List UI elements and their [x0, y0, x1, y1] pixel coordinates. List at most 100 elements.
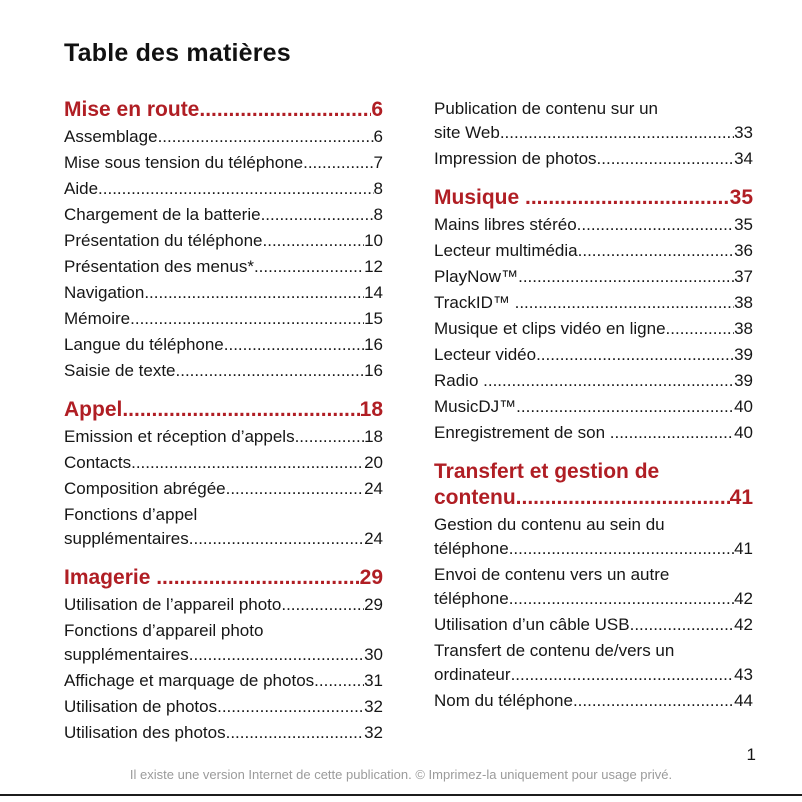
toc-entry-page: 34	[734, 149, 753, 168]
toc-entry-row[interactable]: Radio 39	[434, 369, 753, 393]
toc-entry-row[interactable]: Musique et clips vidéo en ligne 38	[434, 317, 753, 341]
toc-section: Mise en route 6 Assemblage 6 Mise sous tensi…	[64, 97, 383, 383]
toc-entry-page: 36	[734, 241, 753, 260]
toc-entry-row[interactable]: Contacts 20	[64, 451, 383, 475]
toc-entry-pre: Fonctions d’appel	[64, 505, 198, 524]
toc-entry[interactable]: Saisie de texte 16	[64, 359, 383, 383]
toc-section-heading-page: 35	[729, 186, 753, 209]
toc-section-heading-row[interactable]: Imagerie 29	[64, 565, 383, 591]
toc-section-heading-label: Musique	[434, 186, 526, 209]
toc-section: Musique 35 Mains libres stéréo 35 Lecteur m…	[434, 185, 753, 445]
toc-entry-label: supplémentaires	[64, 645, 189, 664]
toc-entry-row[interactable]: téléphone 41	[434, 537, 753, 561]
toc-entry[interactable]: PlayNow™ 37	[434, 265, 753, 289]
toc-entry-label: Saisie de texte	[64, 361, 176, 380]
leader-dots	[666, 317, 735, 341]
toc-entry[interactable]: Utilisation d’un câble USB 42	[434, 613, 753, 637]
toc-entry-row[interactable]: Mémoire 15	[64, 307, 383, 331]
toc-entry-row[interactable]: Lecteur vidéo 39	[434, 343, 753, 367]
toc-entry-page: 39	[734, 345, 753, 364]
toc-entry[interactable]: Emission et réception d’appels 18	[64, 425, 383, 449]
toc-entry[interactable]: Chargement de la batterie 8	[64, 203, 383, 227]
toc-entry-row[interactable]: Nom du téléphone 44	[434, 689, 753, 713]
toc-entry-row[interactable]: PlayNow™ 37	[434, 265, 753, 289]
toc-entry-row[interactable]: supplémentaires 24	[64, 527, 383, 551]
toc-entry-row[interactable]: TrackID™ 38	[434, 291, 753, 315]
toc-entry-row[interactable]: Saisie de texte 16	[64, 359, 383, 383]
leader-dots	[144, 281, 364, 305]
toc-entry[interactable]: Enregistrement de son 40	[434, 421, 753, 445]
toc-entry-row[interactable]: Mise sous tension du téléphone 7	[64, 151, 383, 175]
toc-entry[interactable]: Contacts 20	[64, 451, 383, 475]
toc-entry[interactable]: Nom du téléphone 44	[434, 689, 753, 713]
toc-entry-row[interactable]: Navigation 14	[64, 281, 383, 305]
toc-entry[interactable]: Mains libres stéréo 35	[434, 213, 753, 237]
toc-entry[interactable]: Musique et clips vidéo en ligne 38	[434, 317, 753, 341]
toc-entry[interactable]: Présentation du téléphone 10	[64, 229, 383, 253]
toc-entry-row[interactable]: Chargement de la batterie 8	[64, 203, 383, 227]
toc-entry-row[interactable]: MusicDJ™ 40	[434, 395, 753, 419]
toc-entry-pre: Fonctions d’appareil photo	[64, 621, 264, 640]
toc-entry[interactable]: Langue du téléphone 16	[64, 333, 383, 357]
toc-entry-row[interactable]: Utilisation de photos 32	[64, 695, 383, 719]
toc-entry[interactable]: Envoi de contenu vers un autre téléphone 4…	[434, 563, 753, 611]
toc-entry[interactable]: Publication de contenu sur un site Web 33	[434, 97, 753, 145]
toc-entry-row[interactable]: téléphone 42	[434, 587, 753, 611]
leader-dots	[314, 669, 364, 693]
toc-section-heading-row[interactable]: Mise en route 6	[64, 97, 383, 123]
toc-entry-page: 24	[364, 479, 383, 498]
toc-entry[interactable]: Mémoire 15	[64, 307, 383, 331]
toc-entry-row[interactable]: Composition abrégée 24	[64, 477, 383, 501]
toc-entry[interactable]: TrackID™ 38	[434, 291, 753, 315]
toc-section-heading-row[interactable]: contenu 41	[434, 485, 753, 511]
toc-entry[interactable]: Composition abrégée 24	[64, 477, 383, 501]
toc-entry[interactable]: Utilisation de photos 32	[64, 695, 383, 719]
toc-entry-row[interactable]: Emission et réception d’appels 18	[64, 425, 383, 449]
toc-entry[interactable]: Radio 39	[434, 369, 753, 393]
toc-entry[interactable]: Fonctions d’appareil photo supplémentaire…	[64, 619, 383, 667]
toc-entry[interactable]: Lecteur multimédia 36	[434, 239, 753, 263]
toc-entry-page: 40	[734, 423, 753, 442]
toc-entry[interactable]: Utilisation des photos 32	[64, 721, 383, 745]
toc-section: Appel 18 Emission et réception d’appels 18 C…	[64, 397, 383, 551]
toc-entry[interactable]: Affichage et marquage de photos 31	[64, 669, 383, 693]
toc-entry-row[interactable]: Présentation du téléphone 10	[64, 229, 383, 253]
toc-entry[interactable]: Présentation des menus* 12	[64, 255, 383, 279]
toc-entry[interactable]: Mise sous tension du téléphone 7	[64, 151, 383, 175]
toc-entry[interactable]: Gestion du contenu au sein du téléphone 41	[434, 513, 753, 561]
leader-dots	[176, 359, 365, 383]
toc-entry[interactable]: Utilisation de l’appareil photo 29	[64, 593, 383, 617]
toc-entry-row[interactable]: Présentation des menus* 12	[64, 255, 383, 279]
toc-entry-row[interactable]: supplémentaires 30	[64, 643, 383, 667]
toc-entry[interactable]: Transfert de contenu de/vers un ordinateu…	[434, 639, 753, 687]
toc-entry-row[interactable]: Utilisation de l’appareil photo 29	[64, 593, 383, 617]
toc-entry-row[interactable]: Aide 8	[64, 177, 383, 201]
leader-dots	[189, 643, 364, 667]
toc-entry-row[interactable]: ordinateur 43	[434, 663, 753, 687]
toc-entry-row[interactable]: site Web 33	[434, 121, 753, 145]
toc-entry-row[interactable]: Impression de photos 34	[434, 147, 753, 171]
toc-entry-label: Nom du téléphone	[434, 691, 573, 710]
toc-entry[interactable]: Impression de photos 34	[434, 147, 753, 171]
toc-entry-row[interactable]: Langue du téléphone 16	[64, 333, 383, 357]
toc-entry[interactable]: Lecteur vidéo 39	[434, 343, 753, 367]
leader-dots	[281, 593, 364, 617]
toc-entry-row[interactable]: Mains libres stéréo 35	[434, 213, 753, 237]
toc-entry[interactable]: Assemblage 6	[64, 125, 383, 149]
toc-entry-row[interactable]: Utilisation d’un câble USB 42	[434, 613, 753, 637]
toc-entry-row[interactable]: Affichage et marquage de photos 31	[64, 669, 383, 693]
toc-entry-row[interactable]: Assemblage 6	[64, 125, 383, 149]
toc-entry-label: supplémentaires	[64, 529, 189, 548]
toc-entry-page: 32	[364, 697, 383, 716]
toc-entry-page: 42	[734, 615, 753, 634]
toc-entry-row[interactable]: Enregistrement de son 40	[434, 421, 753, 445]
toc-entry[interactable]: Aide 8	[64, 177, 383, 201]
toc-entry-row[interactable]: Utilisation des photos 32	[64, 721, 383, 745]
toc-entry-label: Lecteur vidéo	[434, 345, 537, 364]
toc-entry[interactable]: MusicDJ™ 40	[434, 395, 753, 419]
toc-entry[interactable]: Navigation 14	[64, 281, 383, 305]
toc-section-heading-row[interactable]: Musique 35	[434, 185, 753, 211]
toc-section-heading-row[interactable]: Appel 18	[64, 397, 383, 423]
toc-entry-row[interactable]: Lecteur multimédia 36	[434, 239, 753, 263]
toc-entry[interactable]: Fonctions d’appel supplémentaires 24	[64, 503, 383, 551]
